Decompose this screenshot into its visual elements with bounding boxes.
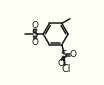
Text: Cl: Cl <box>62 64 71 74</box>
Text: S: S <box>31 29 38 39</box>
Text: S: S <box>61 50 67 60</box>
Text: O: O <box>31 38 38 47</box>
Text: O: O <box>57 59 64 68</box>
Text: O: O <box>69 50 76 59</box>
Text: O: O <box>31 22 38 31</box>
